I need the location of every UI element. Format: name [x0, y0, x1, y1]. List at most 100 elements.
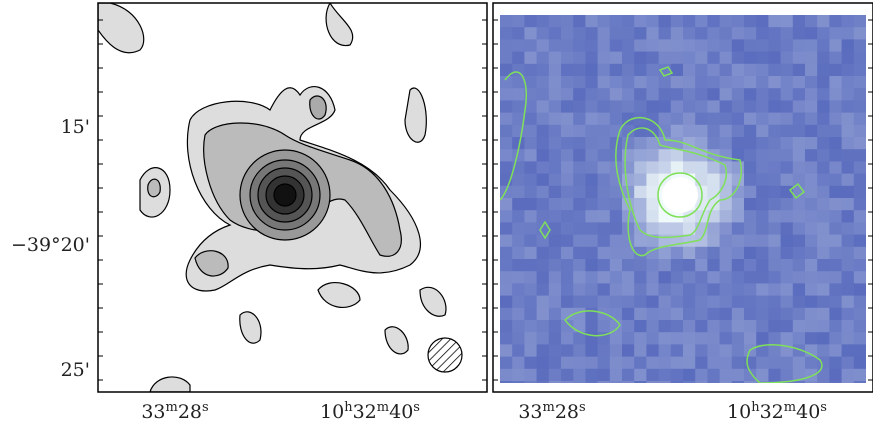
- pixel: [731, 283, 745, 297]
- pixel: [853, 198, 866, 211]
- pixel: [573, 259, 586, 272]
- pixel: [548, 51, 562, 65]
- pixel: [683, 234, 696, 248]
- pixel: [585, 271, 599, 284]
- pixel: [853, 149, 866, 162]
- pixel: [768, 344, 782, 358]
- pixel: [829, 100, 843, 114]
- pixel: [792, 15, 806, 28]
- pixel: [707, 63, 721, 77]
- pixel: [573, 234, 586, 248]
- pixel: [817, 368, 830, 382]
- pixel: [646, 27, 660, 40]
- pixel: [609, 39, 623, 53]
- pixel: [707, 368, 721, 382]
- pixel: [792, 307, 806, 321]
- pixel: [780, 259, 794, 272]
- pixel: [658, 39, 672, 53]
- pixel: [548, 100, 562, 114]
- pixel: [634, 100, 647, 114]
- pixel: [768, 112, 782, 126]
- pixel: [683, 63, 696, 77]
- pixel: [634, 246, 647, 260]
- pixel: [817, 185, 830, 199]
- pixel: [719, 185, 733, 199]
- pixel: [548, 222, 562, 236]
- pixel: [853, 76, 866, 89]
- pixel: [792, 381, 806, 383]
- pixel: [683, 39, 696, 53]
- pixel: [841, 295, 855, 309]
- pixel: [707, 344, 721, 358]
- pixel: [597, 307, 611, 321]
- pixel: [853, 100, 866, 114]
- pixel: [768, 100, 782, 114]
- pixel: [646, 88, 660, 101]
- pixel: [609, 283, 623, 297]
- pixel: [573, 368, 586, 382]
- pixel: [646, 210, 660, 223]
- pixel: [646, 63, 660, 77]
- pixel: [829, 88, 843, 101]
- pixel: [561, 307, 574, 321]
- pixel: [597, 271, 611, 284]
- pixel: [658, 124, 672, 138]
- pixel: [792, 356, 806, 370]
- pixel: [695, 27, 708, 40]
- pixel: [561, 27, 574, 40]
- pixel: [646, 234, 660, 248]
- pixel: [561, 295, 574, 309]
- pixel: [695, 295, 708, 309]
- pixel: [719, 100, 733, 114]
- pixel: [646, 259, 660, 272]
- pixel: [768, 185, 782, 199]
- pixel: [841, 307, 855, 321]
- pixel: [622, 39, 635, 53]
- pixel: [768, 356, 782, 370]
- pixel: [585, 222, 599, 236]
- pixel: [744, 259, 757, 272]
- pixel: [634, 356, 647, 370]
- pixel: [573, 100, 586, 114]
- pixel: [683, 222, 696, 236]
- pixel: [719, 332, 733, 345]
- pixel: [756, 271, 769, 284]
- pixel: [792, 332, 806, 345]
- pixel: [695, 161, 708, 175]
- pixel: [548, 234, 562, 248]
- pixel: [768, 307, 782, 321]
- pixel: [597, 320, 611, 333]
- pixel: [646, 271, 660, 284]
- pixel: [597, 161, 611, 175]
- pixel: [658, 271, 672, 284]
- pixel: [548, 124, 562, 138]
- pixel: [658, 51, 672, 65]
- pixel: [866, 235, 873, 248]
- pixel: [866, 88, 873, 101]
- pixel: [548, 137, 562, 150]
- pixel: [536, 210, 550, 223]
- pixel: [524, 381, 538, 383]
- pixel: [829, 63, 843, 77]
- pixel: [585, 27, 599, 40]
- pixel: [866, 113, 873, 126]
- pixel: [609, 124, 623, 138]
- pixel: [573, 307, 586, 321]
- pixel: [658, 27, 672, 40]
- pixel: [500, 27, 513, 40]
- pixel: [768, 124, 782, 138]
- pixel: [744, 39, 757, 53]
- pixel: [731, 271, 745, 284]
- pixel: [805, 246, 818, 260]
- pixel: [768, 76, 782, 89]
- pixel: [646, 222, 660, 236]
- pixel: [866, 52, 873, 65]
- pixel: [780, 356, 794, 370]
- pixel: [756, 368, 769, 382]
- pixel: [707, 295, 721, 309]
- pixel: [695, 259, 708, 272]
- pixel: [841, 320, 855, 333]
- pixel: [585, 137, 599, 150]
- pixel: [536, 27, 550, 40]
- pixel: [585, 173, 599, 187]
